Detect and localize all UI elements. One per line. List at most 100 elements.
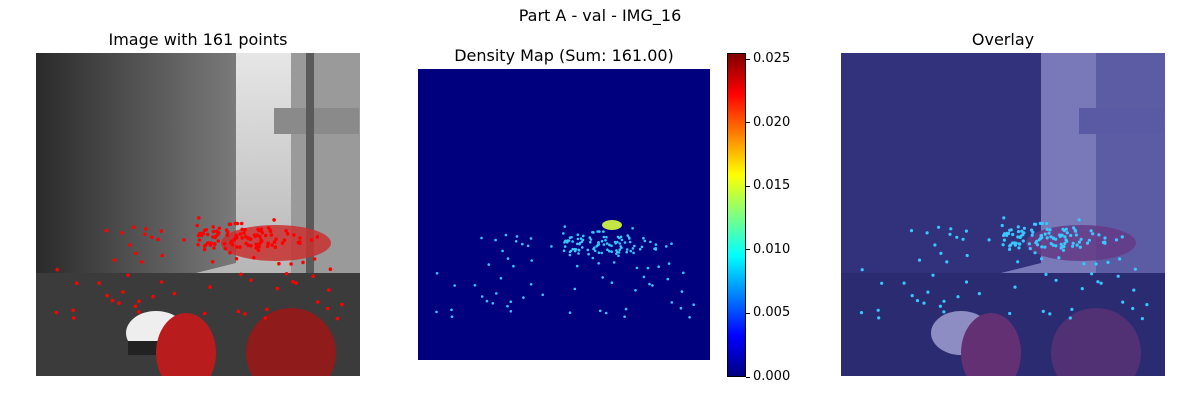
overlay-point <box>961 237 965 241</box>
density-point <box>610 281 614 284</box>
overlay-point <box>1008 247 1012 251</box>
annotation-point <box>240 227 244 232</box>
density-point <box>589 240 592 244</box>
density-point <box>526 244 530 248</box>
density-point <box>562 232 565 235</box>
density-point <box>514 240 518 243</box>
density-point <box>632 251 635 255</box>
density-point <box>617 254 620 258</box>
overlay-point <box>1099 281 1103 285</box>
overlay-point <box>1087 238 1091 242</box>
density-point <box>529 283 533 286</box>
density-point <box>494 238 497 242</box>
annotation-point <box>312 257 317 261</box>
overlay-point <box>1054 244 1058 248</box>
overlay-point <box>1032 222 1037 226</box>
overlay-panel-title: Overlay <box>971 30 1035 49</box>
annotation-point <box>301 260 305 265</box>
density-point <box>623 241 627 244</box>
overlay-point <box>1069 233 1073 238</box>
overlay-point <box>1030 233 1034 237</box>
density-point <box>576 237 580 241</box>
annotation-point <box>140 260 144 264</box>
overlay-point <box>1074 233 1078 237</box>
overlay-point <box>1082 262 1086 266</box>
overlay-point <box>1132 288 1136 292</box>
overlay-point <box>1009 243 1013 247</box>
annotation-point <box>292 233 296 237</box>
density-point <box>600 251 603 255</box>
density-point <box>625 250 628 254</box>
density-point <box>623 315 626 318</box>
density-point <box>598 230 601 233</box>
annotation-point <box>151 294 155 299</box>
annotation-point <box>243 312 247 316</box>
annotation-point <box>156 237 160 242</box>
annotation-point <box>214 234 218 238</box>
overlay-point <box>1063 241 1067 246</box>
overlay-point <box>1043 232 1047 236</box>
annotation-point <box>196 242 200 247</box>
overlay-point <box>1045 221 1049 226</box>
annotation-point <box>71 316 76 320</box>
density-point <box>604 311 608 315</box>
overlay-point <box>948 232 952 236</box>
overlay-point <box>1049 235 1053 239</box>
density-point <box>633 244 636 248</box>
density-point <box>624 307 628 311</box>
density-point <box>566 239 569 242</box>
density-point <box>600 239 604 243</box>
overlay-point <box>1035 239 1039 243</box>
annotation-point <box>196 233 201 238</box>
figure-title: Part A - val - IMG_16 <box>518 6 682 25</box>
overlay-point <box>1065 239 1069 243</box>
annotation-point <box>216 239 221 243</box>
overlay-point <box>1044 272 1048 276</box>
overlay-point <box>915 299 920 303</box>
density-point <box>597 251 601 254</box>
colorbar-tick-mark <box>746 58 750 60</box>
annotation-point <box>211 225 216 229</box>
density-point <box>666 277 670 281</box>
overlay-point <box>1094 262 1098 266</box>
annotation-point <box>263 316 268 320</box>
density-point <box>450 308 453 312</box>
annotation-point <box>208 285 212 289</box>
annotation-point <box>159 280 164 284</box>
density-point <box>495 292 498 295</box>
density-point <box>595 245 598 248</box>
annotation-point <box>240 236 244 240</box>
annotation-point <box>255 244 259 248</box>
density-point <box>692 303 695 306</box>
density-point <box>530 259 533 262</box>
density-point <box>606 248 609 251</box>
overlay-point <box>1120 235 1124 239</box>
annotation-point <box>284 229 288 233</box>
density-point <box>529 237 533 240</box>
density-point <box>579 237 583 240</box>
overlay-point <box>1116 274 1120 278</box>
overlay-point <box>1085 241 1090 245</box>
overlay-point <box>910 294 914 298</box>
density-point <box>651 284 654 287</box>
density-hotspot <box>602 220 622 230</box>
density-point <box>587 252 590 256</box>
annotation-point <box>280 241 285 245</box>
overlay-point <box>1091 232 1095 236</box>
overlay-point <box>964 229 968 233</box>
density-point <box>581 238 585 242</box>
density-point <box>435 272 439 275</box>
overlay-point <box>860 268 864 272</box>
annotation-point <box>239 221 244 226</box>
annotation-point <box>258 241 262 246</box>
crowd-red-cluster <box>221 225 331 261</box>
annotation-point <box>258 234 262 239</box>
overlay-point <box>1106 260 1110 264</box>
annotation-point <box>311 274 316 278</box>
overlay-point <box>1077 218 1081 222</box>
overlay-point <box>1075 243 1079 247</box>
annotation-point <box>253 234 258 239</box>
annotation-point <box>238 245 242 249</box>
overlay-point <box>1005 231 1009 235</box>
annotation-point <box>143 232 147 237</box>
